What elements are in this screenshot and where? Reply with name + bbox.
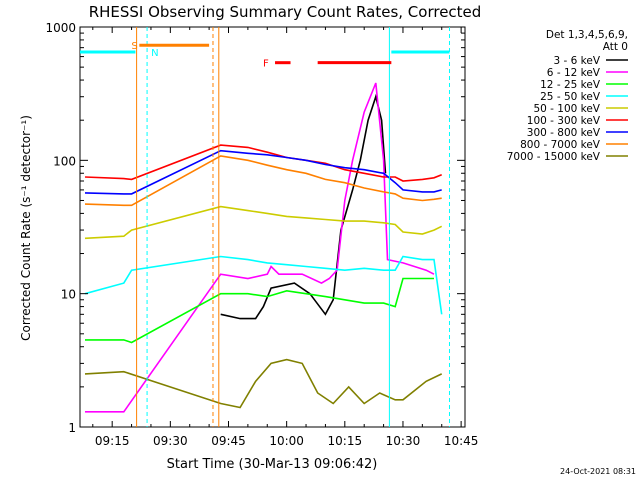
legend-label-6: 300 - 800 keV bbox=[527, 127, 601, 139]
x-tick-label-5: 10:30 bbox=[386, 434, 421, 448]
series-line-5 bbox=[84, 144, 442, 182]
series-line-4 bbox=[84, 205, 443, 240]
series-line-3 bbox=[84, 255, 443, 315]
legend-label-3: 25 - 50 keV bbox=[540, 91, 601, 103]
y-axis-label: Corrected Count Rate (s⁻¹ detector⁻¹) bbox=[19, 115, 33, 341]
series-line-2 bbox=[85, 277, 434, 344]
legend-label-7: 800 - 7000 keV bbox=[520, 139, 601, 151]
series-line-0 bbox=[220, 93, 387, 320]
annotation-layer: S N F bbox=[80, 27, 450, 427]
chart-title: RHESSI Observing Summary Count Rates, Co… bbox=[89, 3, 482, 21]
x-tick-label-3: 10:00 bbox=[269, 434, 304, 448]
plot-frame bbox=[79, 26, 466, 428]
x-tick-label-4: 10:15 bbox=[328, 434, 363, 448]
x-tick-label-6: 10:45 bbox=[444, 434, 479, 448]
legend-label-5: 100 - 300 keV bbox=[527, 115, 601, 127]
x-tick-label-0: 09:15 bbox=[95, 434, 130, 448]
x-tick-label-1: 09:30 bbox=[153, 434, 188, 448]
series-line-7 bbox=[84, 155, 442, 207]
axes-layer: 09:15 09:30 09:45 10:00 10:15 10:30 10:45 1 10 10… bbox=[45, 21, 478, 448]
plot-area bbox=[79, 26, 466, 428]
state-label-N: N bbox=[151, 48, 158, 59]
series-line-6 bbox=[84, 149, 442, 195]
timestamp: 24-Oct-2021 08:31 bbox=[560, 467, 636, 476]
legend-header-1: Att 0 bbox=[603, 41, 628, 53]
series-line-1 bbox=[85, 82, 435, 413]
y-tick-label-1: 10 bbox=[61, 288, 76, 302]
y-tick-label-0: 1 bbox=[68, 421, 76, 435]
legend-label-8: 7000 - 15000 keV bbox=[507, 151, 601, 163]
y-tick-label-2: 100 bbox=[53, 154, 76, 168]
x-axis-label: Start Time (30-Mar-13 09:06:42) bbox=[167, 457, 378, 472]
legend-label-1: 6 - 12 keV bbox=[547, 67, 601, 79]
legend-label-2: 12 - 25 keV bbox=[540, 79, 601, 91]
legend-label-4: 50 - 100 keV bbox=[533, 103, 600, 115]
legend-header-0: Det 1,3,4,5,6,9, bbox=[546, 29, 628, 41]
x-tick-label-2: 09:45 bbox=[211, 434, 246, 448]
state-label-S: S bbox=[131, 41, 137, 52]
series-layer bbox=[84, 82, 443, 413]
y-tick-label-3: 1000 bbox=[45, 21, 76, 35]
legend-label-0: 3 - 6 keV bbox=[553, 55, 600, 67]
state-label-F: F bbox=[263, 59, 269, 70]
series-line-8 bbox=[84, 358, 443, 409]
